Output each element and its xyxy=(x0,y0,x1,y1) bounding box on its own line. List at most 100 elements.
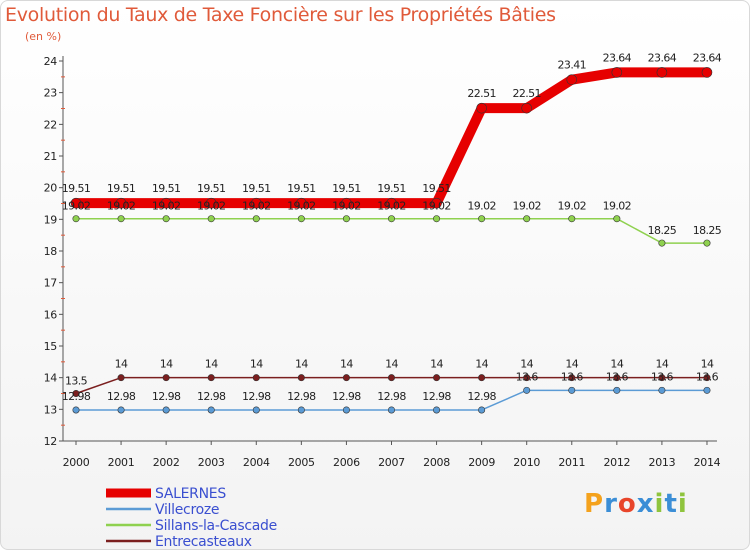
data-label: 13.6 xyxy=(606,370,629,383)
data-point xyxy=(72,389,80,397)
data-label: 12.98 xyxy=(197,390,226,403)
data-label: 12.98 xyxy=(377,390,406,403)
data-point xyxy=(613,386,621,394)
data-point xyxy=(70,197,82,209)
y-tick-label: 24 xyxy=(44,55,58,68)
data-point xyxy=(252,406,260,414)
data-label: 18.25 xyxy=(648,224,677,237)
data-label: 14 xyxy=(565,358,578,371)
data-point xyxy=(478,215,486,223)
data-label: 14 xyxy=(385,358,398,371)
data-label: 14 xyxy=(520,358,533,371)
data-point xyxy=(656,67,668,78)
x-tick-label: 2010 xyxy=(513,456,540,469)
data-label: 13.6 xyxy=(516,370,539,383)
y-tick-label: 13 xyxy=(44,403,58,416)
data-label: 14 xyxy=(160,358,173,371)
data-label: 19.51 xyxy=(422,182,451,195)
data-label: 22.51 xyxy=(467,87,496,100)
data-label: 14 xyxy=(430,358,443,371)
data-label: 19.02 xyxy=(377,200,406,213)
data-label: 19.02 xyxy=(287,200,316,213)
series-sillans-la-cascade xyxy=(72,215,711,247)
x-tick-label: 2009 xyxy=(468,456,495,469)
data-label: 13.5 xyxy=(65,375,88,388)
data-label: 19.51 xyxy=(152,182,181,195)
data-point xyxy=(162,406,170,414)
data-point xyxy=(207,374,215,382)
x-tick-label: 2005 xyxy=(288,456,315,469)
data-label: 14 xyxy=(250,358,263,371)
data-point xyxy=(433,215,441,223)
data-point xyxy=(478,406,486,414)
data-point xyxy=(117,406,125,414)
data-point xyxy=(72,406,80,414)
data-label: 23.64 xyxy=(648,51,677,64)
series-entrecasteaux xyxy=(72,374,711,397)
data-label: 23.64 xyxy=(693,51,722,64)
data-label: 14 xyxy=(340,358,353,371)
data-label: 12.98 xyxy=(332,390,361,403)
data-point xyxy=(568,374,576,382)
data-label: 14 xyxy=(475,358,488,371)
data-point xyxy=(297,406,305,414)
series-salernes xyxy=(70,67,713,209)
y-tick-label: 17 xyxy=(44,277,58,290)
y-tick-label: 12 xyxy=(44,435,57,448)
data-point xyxy=(72,215,80,223)
data-point xyxy=(658,386,666,394)
data-point xyxy=(387,374,395,382)
data-label: 19.02 xyxy=(467,200,496,213)
data-label: 18.25 xyxy=(693,224,722,237)
data-point xyxy=(433,374,441,382)
data-point xyxy=(523,215,531,223)
data-label: 19.02 xyxy=(558,200,587,213)
data-point xyxy=(162,215,170,223)
y-tick-label: 14 xyxy=(44,372,58,385)
y-tick-label: 18 xyxy=(44,245,58,258)
data-point xyxy=(342,374,350,382)
data-label: 19.02 xyxy=(422,200,451,213)
data-point xyxy=(297,374,305,382)
legend-label: Entrecasteaux xyxy=(155,534,252,550)
data-point xyxy=(568,215,576,223)
data-label: 23.64 xyxy=(603,51,632,64)
data-label: 13.6 xyxy=(696,370,719,383)
x-tick-label: 2006 xyxy=(333,456,360,469)
data-point xyxy=(521,102,533,114)
data-label: 12.98 xyxy=(62,390,91,403)
logo-letter: r xyxy=(604,489,618,519)
legend-label: Sillans-la-Cascade xyxy=(155,518,277,534)
data-label: 13.6 xyxy=(561,370,584,383)
series-line xyxy=(75,217,708,244)
data-point xyxy=(207,215,215,223)
data-label: 19.02 xyxy=(242,200,271,213)
x-tick-label: 2011 xyxy=(558,456,585,469)
y-tick-label: 16 xyxy=(44,308,58,321)
data-point xyxy=(117,215,125,223)
x-tick-label: 2004 xyxy=(243,456,270,469)
data-point xyxy=(342,406,350,414)
data-label: 13.6 xyxy=(651,370,674,383)
data-label: 12.98 xyxy=(242,390,271,403)
data-point xyxy=(611,67,623,78)
data-label: 12.98 xyxy=(107,390,136,403)
logo-letter: o xyxy=(617,489,637,519)
logo-letter: i xyxy=(654,489,665,519)
data-label: 19.51 xyxy=(242,182,271,195)
data-point xyxy=(703,374,711,382)
y-tick-label: 22 xyxy=(44,118,57,131)
data-point xyxy=(117,374,125,382)
data-label: 12.98 xyxy=(152,390,181,403)
data-label: 19.02 xyxy=(152,200,181,213)
data-label: 14 xyxy=(115,358,128,371)
data-point xyxy=(431,197,442,209)
data-point xyxy=(613,374,621,382)
x-tick-label: 2012 xyxy=(603,456,630,469)
data-label: 14 xyxy=(205,358,218,371)
data-point xyxy=(250,197,262,209)
x-tick-label: 2008 xyxy=(423,456,450,469)
data-label: 14 xyxy=(701,358,714,371)
data-point xyxy=(252,374,260,382)
